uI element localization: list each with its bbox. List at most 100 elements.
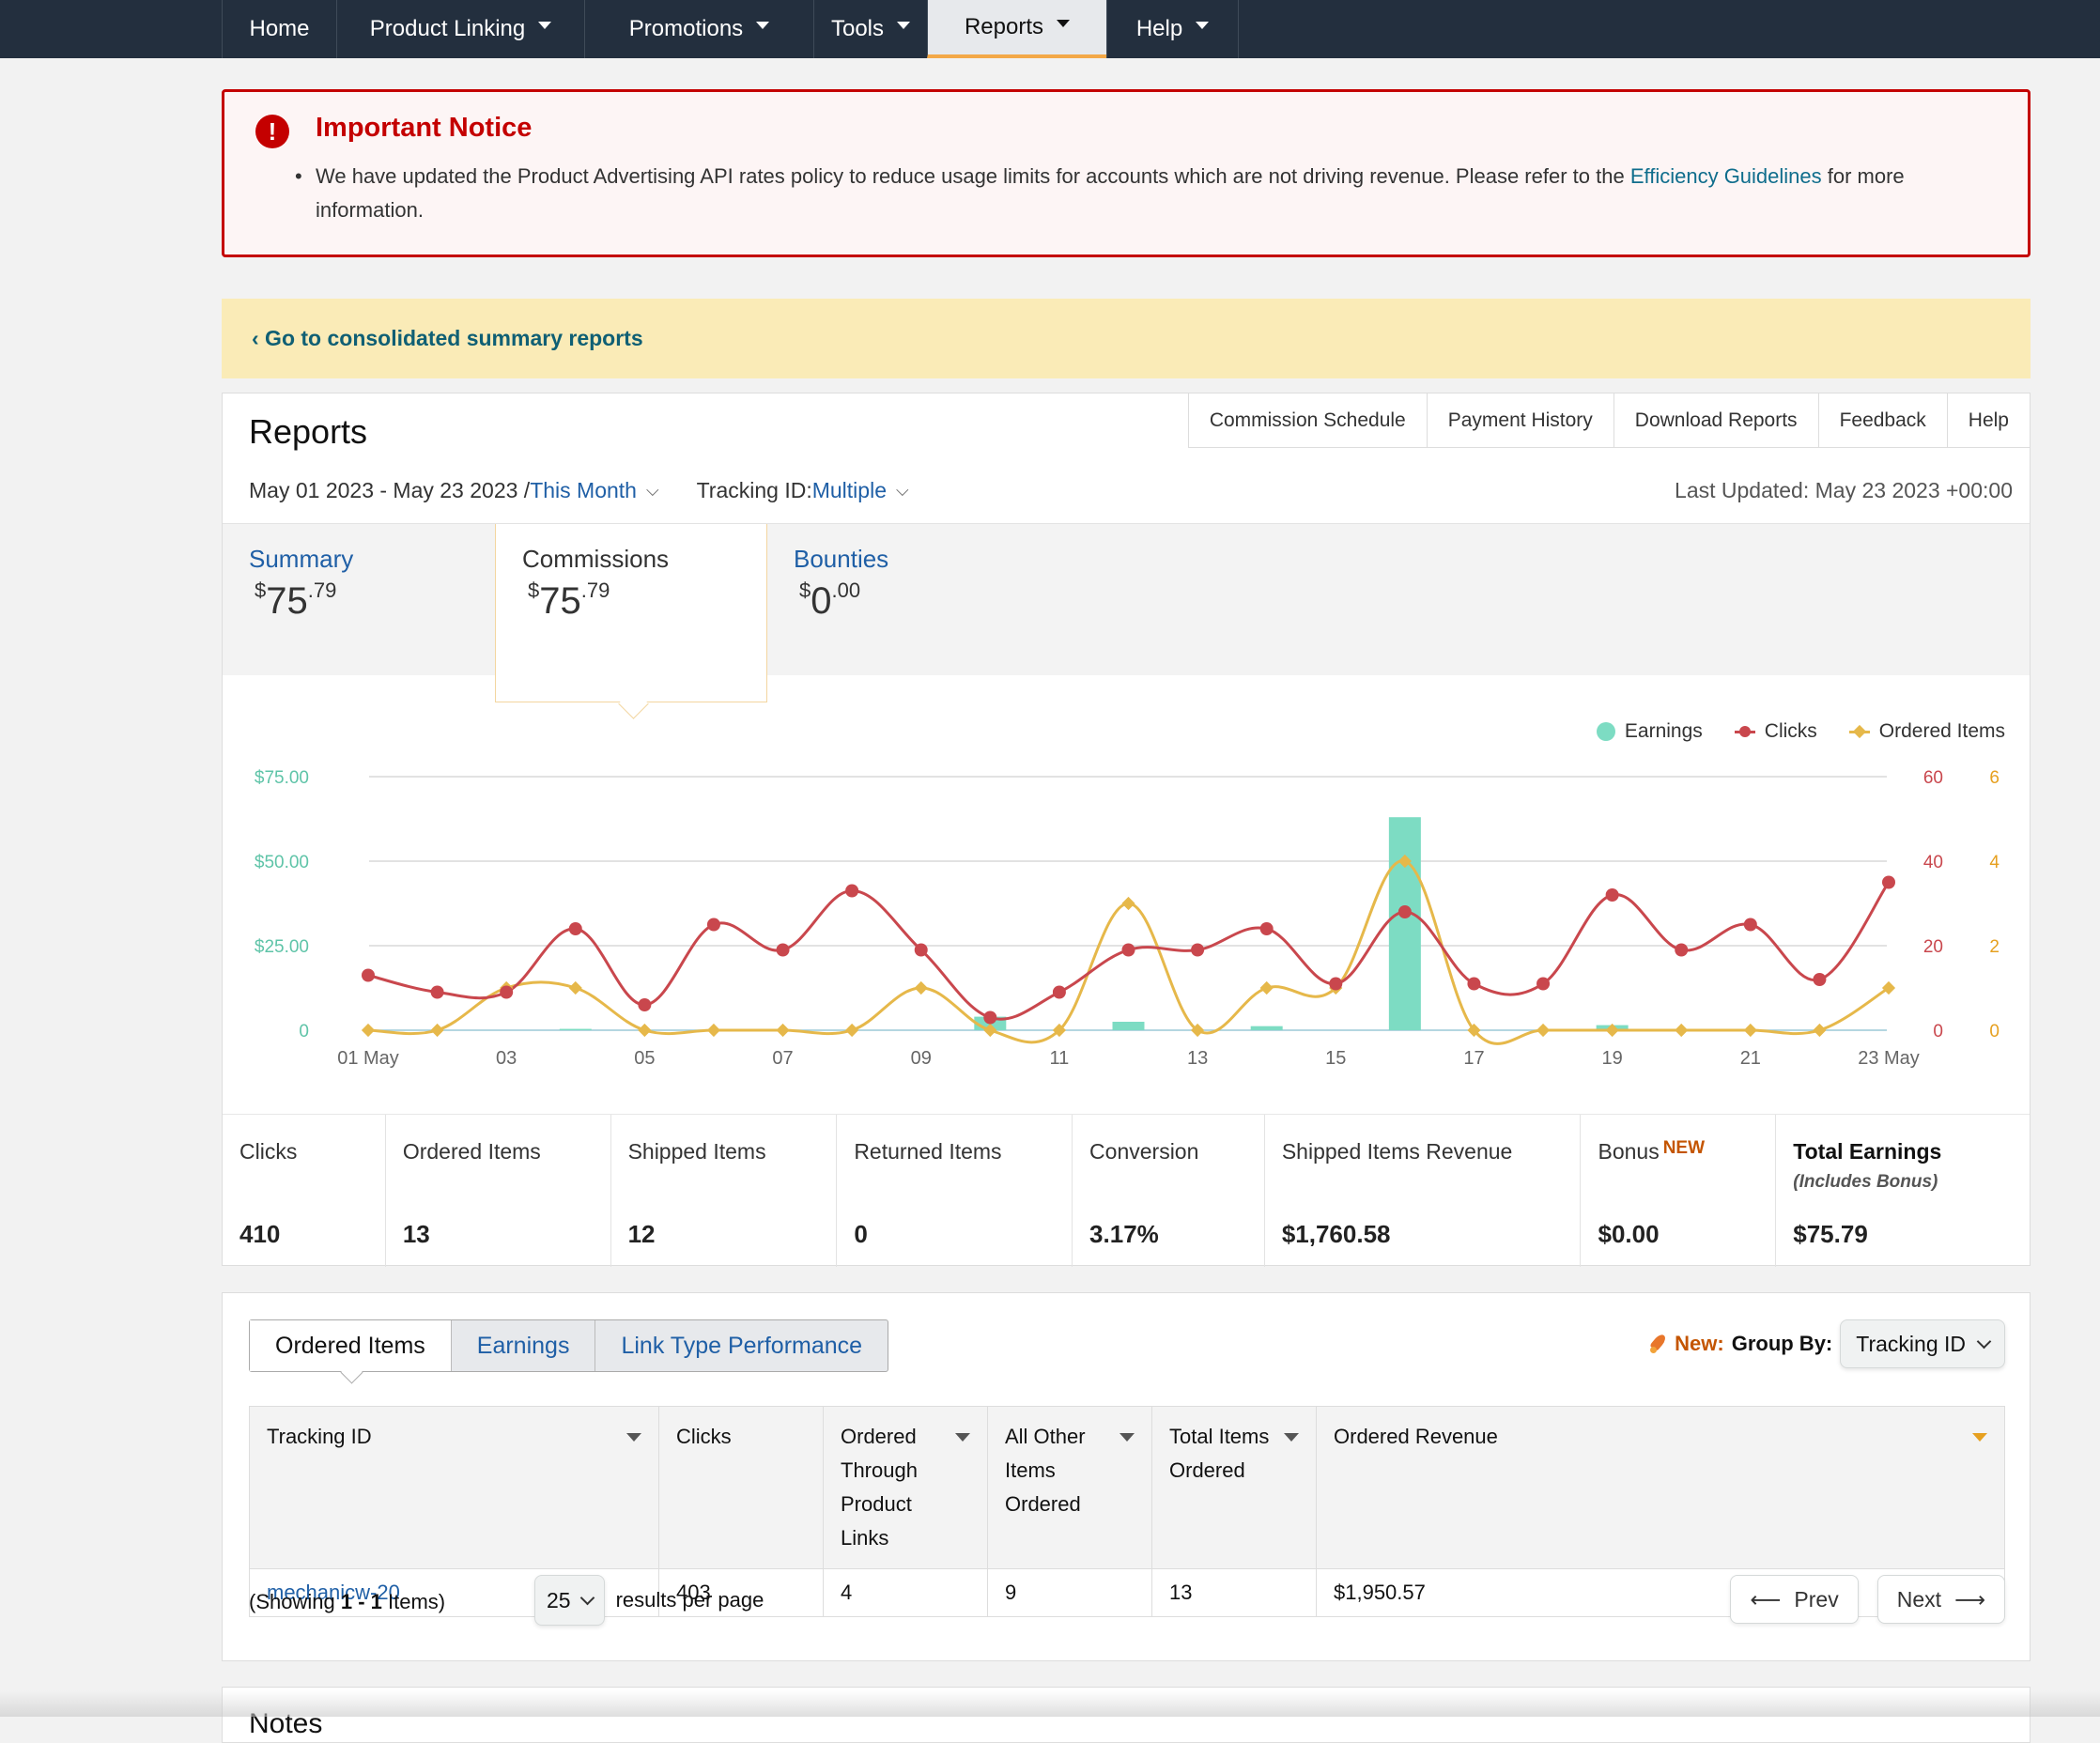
download-reports-link[interactable]: Download Reports xyxy=(1614,393,1819,447)
tab-commissions[interactable]: Commissions $75.79 xyxy=(495,524,767,702)
nav-reports[interactable]: Reports xyxy=(927,0,1106,58)
sort-arrow-icon[interactable] xyxy=(1972,1433,1987,1442)
metric-conversion: Conversion 3.17% xyxy=(1073,1115,1265,1267)
report-links: Commission Schedule Payment History Down… xyxy=(1187,393,2030,448)
y-tick-label-items: 2 xyxy=(1989,937,2000,957)
table-cell: 9 xyxy=(987,1568,1152,1617)
efficiency-guidelines-link[interactable]: Efficiency Guidelines xyxy=(1629,164,1822,188)
column-header[interactable]: Tracking ID xyxy=(249,1406,659,1569)
earnings-bar xyxy=(1112,1022,1145,1030)
tracking-id-link[interactable]: mechanicw-20 xyxy=(267,1581,400,1604)
metric-ordered-items: Ordered Items 13 xyxy=(386,1115,611,1267)
nav-help[interactable]: Help xyxy=(1106,0,1239,58)
legend-ordered-items[interactable]: Ordered Items xyxy=(1848,720,2005,743)
nav-tools[interactable]: Tools xyxy=(813,0,927,58)
feedback-link[interactable]: Feedback xyxy=(1819,393,1948,447)
ordered-items-point xyxy=(983,1023,997,1038)
nav-label: Promotions xyxy=(628,16,744,41)
group-by-label: Group By: xyxy=(1731,1332,1833,1355)
clicks-point xyxy=(1675,943,1689,957)
chevron-down-icon xyxy=(579,1590,594,1605)
notice-title: Important Notice xyxy=(316,113,533,143)
bottom-shadow xyxy=(0,1690,2100,1717)
nav-promotions[interactable]: Promotions xyxy=(584,0,813,58)
ordered-items-point xyxy=(1813,1023,1827,1038)
column-header[interactable]: Ordered Through Product Links xyxy=(823,1406,988,1569)
nav-label: Home xyxy=(249,16,310,41)
nav-product-linking[interactable]: Product Linking xyxy=(336,0,584,58)
chevron-down-icon[interactable]: ⌵ xyxy=(896,481,909,500)
group-by-control: New: Group By: Tracking ID xyxy=(1648,1319,2005,1368)
column-header[interactable]: Ordered Revenue xyxy=(1316,1406,2005,1569)
legend-clicks[interactable]: Clicks xyxy=(1734,720,1817,743)
clicks-point xyxy=(638,998,652,1011)
x-tick-label: 23 May xyxy=(1858,1048,1920,1069)
per-page-select[interactable]: 25 xyxy=(534,1575,605,1626)
tab-bounties[interactable]: Bounties $0.00 xyxy=(767,524,1040,676)
y-tick-label-clicks: 0 xyxy=(1933,1022,1943,1041)
tracking-id-selector[interactable]: Multiple xyxy=(811,478,887,502)
consolidated-banner: ‹ Go to consolidated summary reports xyxy=(222,299,2031,378)
clicks-point xyxy=(983,1010,997,1025)
metric-returned-items: Returned Items 0 xyxy=(837,1115,1073,1267)
results-per-page: 25 results per page xyxy=(534,1575,764,1626)
ordered-items-card: Ordered Items Earnings Link Type Perform… xyxy=(222,1292,2031,1661)
legend-earnings[interactable]: Earnings xyxy=(1596,720,1703,743)
column-header[interactable]: Total Items Ordered xyxy=(1151,1406,1317,1569)
nav-home[interactable]: Home xyxy=(222,0,336,58)
chevron-down-icon[interactable]: ⌵ xyxy=(645,481,659,500)
y-tick-label-earnings: $75.00 xyxy=(255,768,309,788)
earnings-chart: $75.00 60 6$50.00 40 4$25.00 20 20 0 001 May 03 05… xyxy=(255,768,2000,1069)
important-notice: ! Important Notice • We have updated the… xyxy=(222,89,2031,257)
ordered-items-point xyxy=(914,980,928,995)
x-tick-label: 19 xyxy=(1602,1048,1623,1069)
tab-ordered-items[interactable]: Ordered Items xyxy=(250,1320,452,1371)
y-tick-label-items: 0 xyxy=(1989,1022,2000,1041)
clicks-point xyxy=(500,985,514,999)
arrow-left-icon: ⟵ xyxy=(1750,1586,1782,1612)
chevron-down-icon xyxy=(1976,1334,1992,1349)
ordered-items-point xyxy=(638,1023,652,1038)
per-page-label: results per page xyxy=(615,1588,764,1612)
y-tick-label-items: 6 xyxy=(1989,768,2000,788)
page-title: Reports xyxy=(249,412,368,451)
tab-earnings[interactable]: Earnings xyxy=(452,1320,596,1371)
chart-legend: Earnings Clicks Ordered Items xyxy=(1596,720,2005,743)
ordered-items-point xyxy=(1605,1023,1619,1038)
metric-total-earnings: Total Earnings (Includes Bonus) $75.79 xyxy=(1793,1139,1942,1248)
metrics-row: Clicks 410 Ordered Items 13 Shipped Items 1… xyxy=(223,1114,2030,1267)
y-tick-label-earnings: $50.00 xyxy=(255,853,309,872)
sort-arrow-icon[interactable] xyxy=(955,1433,970,1442)
metric-shipped-items: Shipped Items 12 xyxy=(611,1115,838,1267)
reports-card: Reports Commission Schedule Payment Hist… xyxy=(222,393,2031,1267)
consolidated-summary-link[interactable]: ‹ Go to consolidated summary reports xyxy=(252,326,643,350)
column-header[interactable]: All Other Items Ordered xyxy=(987,1406,1152,1569)
column-header[interactable]: Clicks xyxy=(658,1406,824,1569)
group-by-select[interactable]: Tracking ID xyxy=(1840,1319,2005,1368)
ordered-items-point xyxy=(1397,854,1412,869)
x-tick-label: 21 xyxy=(1740,1048,1761,1069)
sort-arrow-icon[interactable] xyxy=(1119,1433,1135,1442)
commission-schedule-link[interactable]: Commission Schedule xyxy=(1189,393,1428,447)
tab-link-type-performance[interactable]: Link Type Performance xyxy=(621,1332,863,1359)
help-link[interactable]: Help xyxy=(1968,409,2009,431)
earnings-bar xyxy=(1250,1026,1283,1030)
ordered-items-point xyxy=(1881,980,1896,995)
table-cell: 4 xyxy=(823,1568,988,1617)
clicks-point xyxy=(362,968,375,982)
sort-arrow-icon[interactable] xyxy=(1284,1433,1299,1442)
sort-arrow-icon[interactable] xyxy=(626,1433,641,1442)
clicks-point xyxy=(1536,977,1551,991)
clicks-point xyxy=(568,922,582,935)
tab-summary[interactable]: Summary $75.79 xyxy=(223,524,495,676)
new-label: New: xyxy=(1675,1332,1724,1355)
arrow-right-icon: ⟶ xyxy=(1954,1586,1985,1612)
clicks-point xyxy=(776,943,790,957)
payment-history-link[interactable]: Payment History xyxy=(1428,393,1614,447)
nav-label: Help xyxy=(1135,16,1183,41)
caret-down-icon xyxy=(1196,22,1210,29)
ordered-items-point xyxy=(430,1023,444,1038)
period-selector[interactable]: This Month xyxy=(530,478,637,502)
prev-button[interactable]: ⟵ Prev xyxy=(1730,1575,1859,1624)
next-button[interactable]: Next ⟶ xyxy=(1876,1575,2005,1624)
